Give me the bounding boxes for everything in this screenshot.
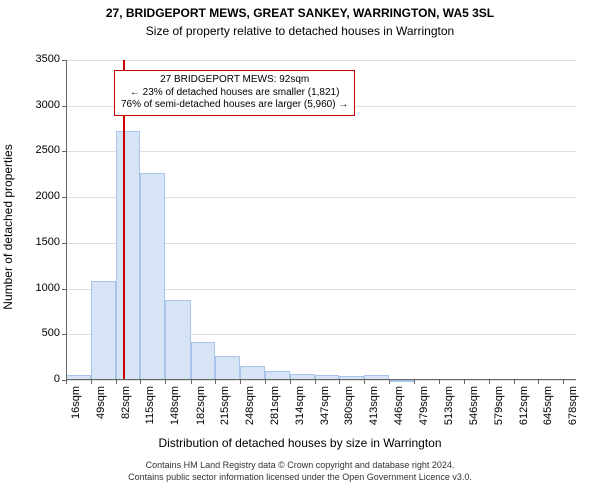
x-tick-label: 281sqm xyxy=(269,386,281,436)
x-tick-label: 182sqm xyxy=(195,386,207,436)
y-tick-label: 0 xyxy=(26,373,60,385)
x-tick xyxy=(240,380,241,384)
x-tick-label: 546sqm xyxy=(468,386,480,436)
x-tick xyxy=(389,380,390,384)
y-tick xyxy=(62,334,66,335)
y-axis-label: Number of detached properties xyxy=(1,67,15,387)
x-tick-label: 347sqm xyxy=(319,386,331,436)
x-tick xyxy=(91,380,92,384)
x-tick xyxy=(514,380,515,384)
x-tick xyxy=(439,380,440,384)
y-tick-label: 1000 xyxy=(26,282,60,294)
chart-title: 27, BRIDGEPORT MEWS, GREAT SANKEY, WARRI… xyxy=(0,6,600,20)
x-tick-label: 645sqm xyxy=(542,386,554,436)
histogram-bar xyxy=(240,366,265,380)
y-tick-label: 500 xyxy=(26,327,60,339)
y-tick-label: 3500 xyxy=(26,53,60,65)
y-tick xyxy=(62,243,66,244)
x-tick xyxy=(165,380,166,384)
y-tick-label: 1500 xyxy=(26,236,60,248)
x-tick xyxy=(116,380,117,384)
histogram-bar xyxy=(140,173,165,380)
x-axis-label: Distribution of detached houses by size … xyxy=(0,436,600,450)
y-tick-label: 2500 xyxy=(26,144,60,156)
x-tick-label: 612sqm xyxy=(518,386,530,436)
x-tick-label: 513sqm xyxy=(443,386,455,436)
annotation-callout: 27 BRIDGEPORT MEWS: 92sqm ← 23% of detac… xyxy=(114,70,355,116)
x-tick-label: 49sqm xyxy=(95,386,107,436)
x-tick-label: 215sqm xyxy=(219,386,231,436)
x-tick xyxy=(464,380,465,384)
x-tick xyxy=(140,380,141,384)
grid-line xyxy=(66,380,576,381)
x-tick-label: 380sqm xyxy=(343,386,355,436)
histogram-bar xyxy=(116,131,141,380)
x-tick-label: 413sqm xyxy=(368,386,380,436)
x-tick xyxy=(339,380,340,384)
x-tick-label: 579sqm xyxy=(493,386,505,436)
x-tick xyxy=(265,380,266,384)
x-tick-label: 82sqm xyxy=(120,386,132,436)
y-tick-label: 2000 xyxy=(26,190,60,202)
x-tick-label: 248sqm xyxy=(244,386,256,436)
x-tick-label: 678sqm xyxy=(567,386,579,436)
histogram-bar xyxy=(165,300,191,380)
footer-line-2: Contains public sector information licen… xyxy=(0,472,600,484)
chart-container: 27, BRIDGEPORT MEWS, GREAT SANKEY, WARRI… xyxy=(0,0,600,500)
x-tick xyxy=(538,380,539,384)
x-tick-label: 115sqm xyxy=(144,386,156,436)
y-axis xyxy=(66,60,67,380)
x-axis xyxy=(66,379,576,380)
y-tick xyxy=(62,151,66,152)
grid-line xyxy=(66,60,576,61)
x-tick xyxy=(315,380,316,384)
x-tick xyxy=(215,380,216,384)
chart-subtitle: Size of property relative to detached ho… xyxy=(0,24,600,38)
histogram-bar xyxy=(215,356,240,380)
x-tick-label: 479sqm xyxy=(418,386,430,436)
y-tick-label: 3000 xyxy=(26,99,60,111)
histogram-bar xyxy=(91,281,116,380)
x-tick xyxy=(563,380,564,384)
x-tick xyxy=(414,380,415,384)
annotation-line-3: 76% of semi-detached houses are larger (… xyxy=(121,99,348,112)
x-tick xyxy=(290,380,291,384)
y-tick xyxy=(62,106,66,107)
x-tick xyxy=(364,380,365,384)
x-tick xyxy=(191,380,192,384)
grid-line xyxy=(66,151,576,152)
footer-attribution: Contains HM Land Registry data © Crown c… xyxy=(0,460,600,483)
footer-line-1: Contains HM Land Registry data © Crown c… xyxy=(0,460,600,472)
annotation-line-1: 27 BRIDGEPORT MEWS: 92sqm xyxy=(121,74,348,87)
histogram-bar xyxy=(191,342,216,380)
x-tick-label: 314sqm xyxy=(294,386,306,436)
x-tick xyxy=(489,380,490,384)
y-tick xyxy=(62,289,66,290)
annotation-line-2: ← 23% of detached houses are smaller (1,… xyxy=(121,87,348,100)
y-tick xyxy=(62,197,66,198)
x-tick-label: 446sqm xyxy=(393,386,405,436)
y-tick xyxy=(62,60,66,61)
x-tick xyxy=(66,380,67,384)
x-tick-label: 148sqm xyxy=(169,386,181,436)
x-tick-label: 16sqm xyxy=(70,386,82,436)
